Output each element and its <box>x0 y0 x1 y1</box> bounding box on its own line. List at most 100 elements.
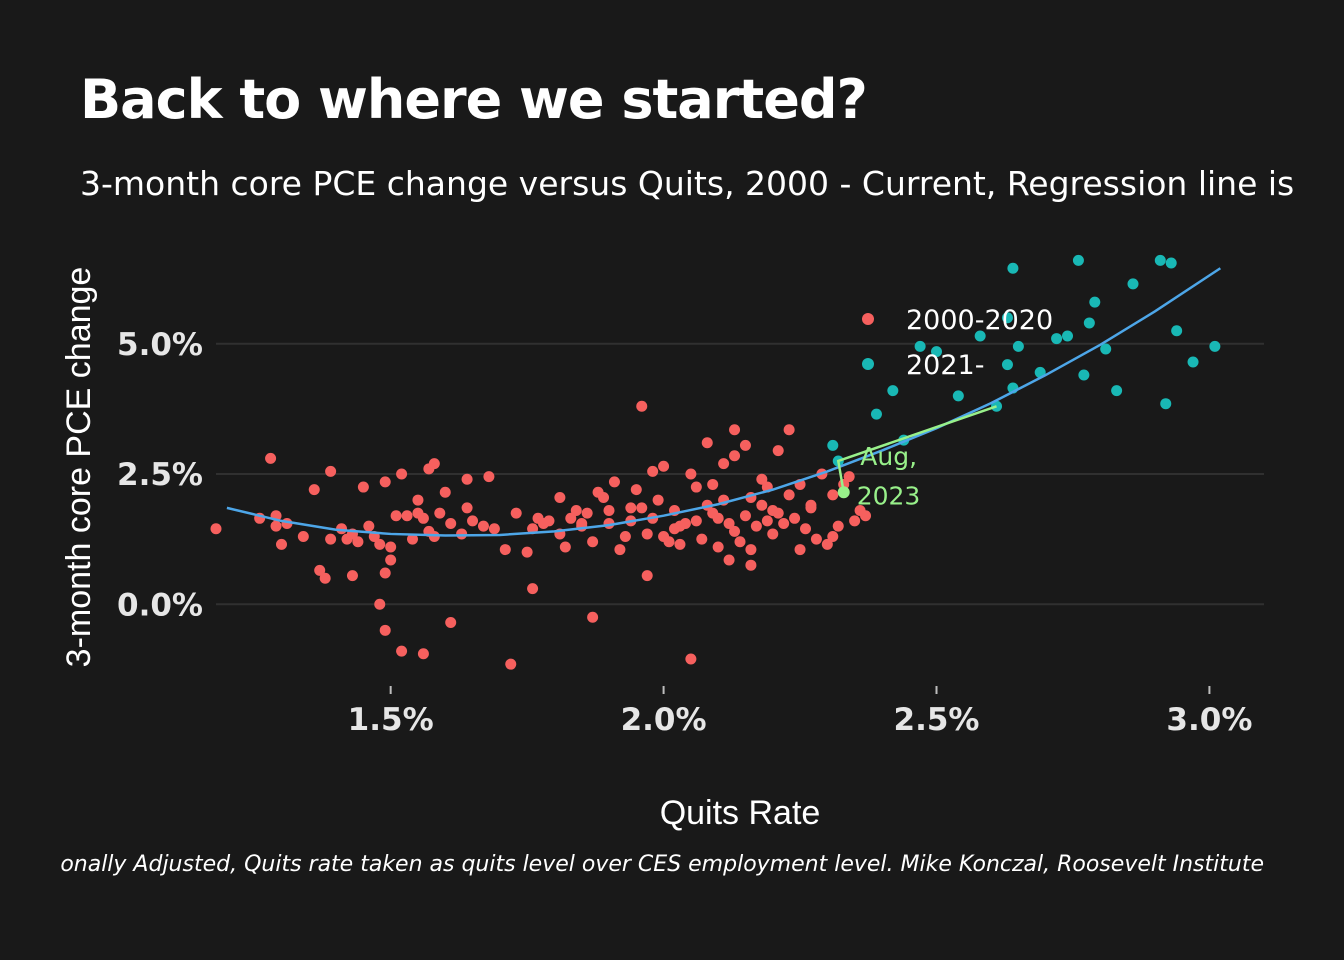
data-point-2000-2020 <box>587 611 599 623</box>
data-point-2021 <box>1062 330 1073 342</box>
data-point-2000-2020 <box>619 531 631 543</box>
data-point-2000-2020 <box>729 450 741 462</box>
data-point-2021 <box>870 408 882 420</box>
data-point-2000-2020 <box>794 544 806 556</box>
data-point-2021 <box>974 330 986 342</box>
data-point-2021 <box>1209 340 1221 352</box>
data-point-2000-2020 <box>488 523 500 535</box>
data-point-2000-2020 <box>527 583 539 595</box>
data-point-2021 <box>1100 343 1112 355</box>
data-point-2000-2020 <box>783 424 795 436</box>
data-point-2000-2020 <box>712 541 724 553</box>
data-point-2000-2020 <box>445 617 457 629</box>
data-point-2000-2020 <box>319 572 331 584</box>
legend-label-2021: 2021- <box>906 350 984 381</box>
data-point-2000-2020 <box>265 452 277 464</box>
data-point-2000-2020 <box>374 538 386 550</box>
data-point-2000-2020 <box>314 564 326 576</box>
data-point-2000-2020 <box>805 502 817 514</box>
data-point-2000-2020 <box>396 468 408 480</box>
data-point-2000-2020 <box>477 520 489 532</box>
data-point-2000-2020 <box>810 533 822 545</box>
data-point-2021 <box>1078 369 1090 381</box>
data-point-2000-2020 <box>608 476 620 488</box>
y-axis-title: 3-month core PCE change <box>60 267 98 668</box>
data-point-2000-2020 <box>352 536 364 548</box>
data-point-2021 <box>1083 317 1095 329</box>
legend-marker-2021 <box>862 358 874 370</box>
annotation-label-line2: 2023 <box>857 481 921 510</box>
y-tick-label: 5.0% <box>117 327 203 363</box>
chart-caption: onally Adjusted, Quits rate taken as qui… <box>60 852 1264 877</box>
data-point-2000-2020 <box>739 439 751 451</box>
data-point-2000-2020 <box>674 538 686 550</box>
data-point-2000-2020 <box>396 645 408 657</box>
data-point-2000-2020 <box>701 437 713 449</box>
x-tick-label: 2.0% <box>621 702 707 738</box>
data-point-2000-2020 <box>428 458 440 470</box>
data-point-2000-2020 <box>723 554 735 566</box>
data-point-2000-2020 <box>559 541 571 553</box>
data-point-2021 <box>1072 254 1084 266</box>
data-point-2000-2020 <box>570 504 582 516</box>
chart-subtitle: 3-month core PCE change versus Quits, 20… <box>80 164 1295 203</box>
x-axis-title: Quits Rate <box>660 794 821 832</box>
data-point-2000-2020 <box>308 484 320 496</box>
data-point-2000-2020 <box>374 598 386 610</box>
data-point-2000-2020 <box>587 536 599 548</box>
data-point-2000-2020 <box>707 478 719 490</box>
data-point-2000-2020 <box>641 570 653 582</box>
data-point-2021 <box>1051 333 1063 345</box>
data-point-2000-2020 <box>690 481 702 493</box>
data-point-2000-2020 <box>745 544 757 556</box>
data-point-2000-2020 <box>598 491 610 503</box>
series-2021-points <box>827 254 1221 467</box>
data-point-2021 <box>1127 278 1139 290</box>
data-point-2000-2020 <box>778 518 790 530</box>
x-tick-label: 3.0% <box>1166 702 1252 738</box>
data-point-2000-2020 <box>603 504 615 516</box>
data-point-2000-2020 <box>581 507 593 519</box>
data-point-2000-2020 <box>723 518 735 530</box>
data-point-2000-2020 <box>663 536 675 548</box>
data-point-2021 <box>1012 340 1024 352</box>
data-point-2000-2020 <box>745 559 757 571</box>
data-point-2000-2020 <box>576 520 588 532</box>
data-point-2000-2020 <box>761 515 773 527</box>
data-point-2000-2020 <box>499 544 511 556</box>
data-point-2000-2020 <box>379 624 391 636</box>
data-point-2000-2020 <box>772 445 784 457</box>
aug-2023-annotation: Aug, 2023 <box>836 405 997 510</box>
data-point-2000-2020 <box>783 489 795 501</box>
data-point-2000-2020 <box>461 502 473 514</box>
data-point-2000-2020 <box>658 460 670 472</box>
data-point-2000-2020 <box>821 538 833 550</box>
data-point-2000-2020 <box>325 533 337 545</box>
x-tick-label: 2.5% <box>894 702 980 738</box>
y-axis-ticks: 0.0% 2.5% 5.0% <box>117 327 203 623</box>
data-point-2021 <box>1165 257 1177 269</box>
data-point-2000-2020 <box>379 476 391 488</box>
data-point-2000-2020 <box>707 507 719 519</box>
data-point-2000-2020 <box>750 520 762 532</box>
legend: 2000-2020 2021- <box>862 305 1053 381</box>
data-point-2000-2020 <box>434 507 446 519</box>
data-point-2000-2020 <box>636 502 648 514</box>
data-point-2000-2020 <box>417 512 429 524</box>
data-point-2000-2020 <box>729 424 741 436</box>
data-point-2000-2020 <box>363 520 375 532</box>
data-point-2021 <box>1187 356 1199 368</box>
data-point-2000-2020 <box>614 544 626 556</box>
data-point-2000-2020 <box>417 648 429 660</box>
data-point-2021 <box>887 385 899 397</box>
data-point-2000-2020 <box>636 400 648 412</box>
data-point-2000-2020 <box>734 536 746 548</box>
gridlines <box>216 342 1264 606</box>
data-point-2021 <box>914 340 926 352</box>
series-2000-2020-points <box>210 400 872 670</box>
data-point-2021 <box>1001 312 1013 324</box>
data-point-2000-2020 <box>843 471 855 483</box>
data-point-2000-2020 <box>767 528 779 540</box>
data-point-2000-2020 <box>739 510 751 522</box>
data-point-2000-2020 <box>357 481 369 493</box>
